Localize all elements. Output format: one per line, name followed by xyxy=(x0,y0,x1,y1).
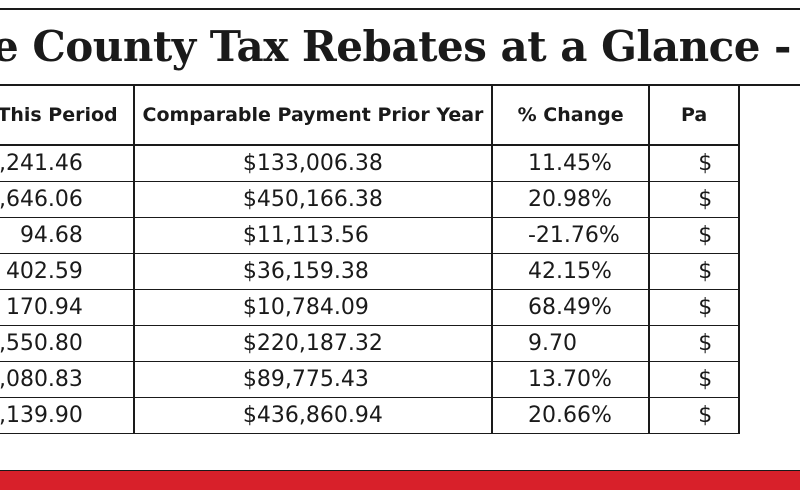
header-row: ent This Period Comparable Payment Prior… xyxy=(0,86,740,146)
cell-payment-this-period: ,550.80 xyxy=(0,325,135,362)
col-header-payment-this-period: ent This Period xyxy=(0,86,135,146)
cell-payments: $ xyxy=(649,325,740,362)
cell-payments: $ xyxy=(649,397,740,434)
cell-comparable-payment-prior-year: $10,784.09 xyxy=(133,289,493,326)
title-bar: e County Tax Rebates at a Glance - Apr xyxy=(0,8,800,86)
cell-payments: $ xyxy=(649,289,740,326)
cell-payments: $ xyxy=(649,181,740,218)
cell-percent-change: 13.70% xyxy=(491,361,651,398)
cell-comparable-payment-prior-year: $436,860.94 xyxy=(133,397,493,434)
cell-payment-this-period: 3,241.46 xyxy=(0,145,135,182)
cell-payment-this-period: 4,646.06 xyxy=(0,181,135,218)
cell-percent-change: 68.49% xyxy=(491,289,651,326)
cell-percent-change: 42.15% xyxy=(491,253,651,290)
cell-percent-change: 9.70 xyxy=(491,325,651,362)
cell-payment-this-period: 7,139.90 xyxy=(0,397,135,434)
cell-payment-this-period: 170.94 xyxy=(0,289,135,326)
cell-payments: $ xyxy=(649,145,740,182)
col-header-payments: Pa xyxy=(649,86,740,146)
cell-comparable-payment-prior-year: $450,166.38 xyxy=(133,181,493,218)
page-title: e County Tax Rebates at a Glance - Apr xyxy=(0,22,800,71)
cell-comparable-payment-prior-year: $220,187.32 xyxy=(133,325,493,362)
cell-payments: $ xyxy=(649,361,740,398)
cell-payment-this-period: 402.59 xyxy=(0,253,135,290)
table-row: 170.94 $10,784.09 68.49% $ xyxy=(0,289,740,326)
table-row: 402.59 $36,159.38 42.15% $ xyxy=(0,253,740,290)
bottom-margin xyxy=(0,490,800,500)
accent-bar xyxy=(0,471,800,490)
table-row: 3,241.46 $133,006.38 11.45% $ xyxy=(0,145,740,182)
table-row: 7,139.90 $436,860.94 20.66% $ xyxy=(0,397,740,434)
cell-payment-this-period: 2,080.83 xyxy=(0,361,135,398)
cell-payments: $ xyxy=(649,253,740,290)
table-row: 94.68 $11,113.56 -21.76% $ xyxy=(0,217,740,254)
table-row: ,550.80 $220,187.32 9.70 $ xyxy=(0,325,740,362)
cell-percent-change: -21.76% xyxy=(491,217,651,254)
cell-comparable-payment-prior-year: $133,006.38 xyxy=(133,145,493,182)
col-header-percent-change: % Change xyxy=(491,86,651,146)
cell-payment-this-period: 94.68 xyxy=(0,217,135,254)
cell-comparable-payment-prior-year: $11,113.56 xyxy=(133,217,493,254)
cell-percent-change: 20.98% xyxy=(491,181,651,218)
cell-comparable-payment-prior-year: $89,775.43 xyxy=(133,361,493,398)
cell-payments: $ xyxy=(649,217,740,254)
cell-percent-change: 11.45% xyxy=(491,145,651,182)
rebates-table: ent This Period Comparable Payment Prior… xyxy=(0,86,740,434)
cell-percent-change: 20.66% xyxy=(491,397,651,434)
table-row: 4,646.06 $450,166.38 20.98% $ xyxy=(0,181,740,218)
cell-comparable-payment-prior-year: $36,159.38 xyxy=(133,253,493,290)
col-header-comparable-payment-prior-year: Comparable Payment Prior Year xyxy=(133,86,493,146)
table-row: 2,080.83 $89,775.43 13.70% $ xyxy=(0,361,740,398)
rebates-table-wrapper: ent This Period Comparable Payment Prior… xyxy=(0,86,800,470)
